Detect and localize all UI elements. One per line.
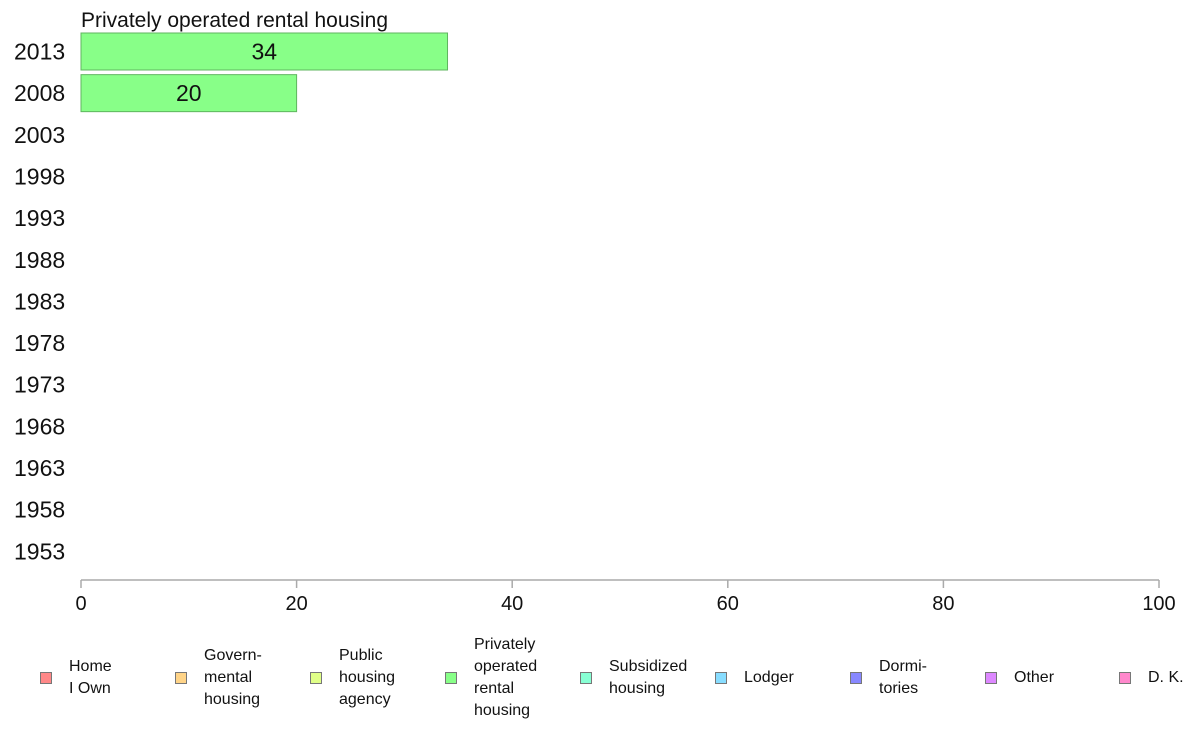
legend-label: Public housing agency: [339, 647, 396, 708]
legend-swatch: [580, 672, 592, 684]
legend-label: Lodger: [744, 669, 794, 686]
category-label: 2013: [14, 39, 65, 65]
legend-swatch: [40, 672, 52, 684]
legend-item: Public housing agency: [310, 628, 395, 728]
legend-item: Privately operated rental housing: [445, 628, 537, 728]
x-tick-label: 40: [501, 593, 523, 615]
legend-item: Home I Own: [40, 628, 112, 728]
legend-swatch: [175, 672, 187, 684]
chart-title: Privately operated rental housing: [81, 9, 388, 32]
category-label: 1968: [14, 413, 65, 439]
legend-label: Subsidized housing: [609, 658, 688, 697]
legend-label: Privately operated rental housing: [474, 636, 538, 719]
legend-swatch: [445, 672, 457, 684]
legend-swatch: [715, 672, 727, 684]
category-label: 1963: [14, 455, 65, 481]
category-label: 1953: [14, 538, 65, 564]
legend-swatch: [985, 672, 997, 684]
legend-swatch: [1119, 672, 1131, 684]
legend-swatch: [310, 672, 322, 684]
legend-label: Home I Own: [69, 658, 112, 697]
x-tick-label: 100: [1142, 593, 1175, 615]
legend-item: D. K.: [1119, 628, 1184, 728]
category-label: 1978: [14, 330, 65, 356]
bar-chart: Privately operated rental housing2013200…: [14, 9, 1176, 615]
legend-label: Govern- mental housing: [204, 647, 262, 708]
x-tick-label: 60: [717, 593, 739, 615]
data-label: 34: [251, 39, 277, 65]
category-label: 1958: [14, 497, 65, 523]
legend-label: Dormi- tories: [879, 658, 927, 697]
legend-label: D. K.: [1148, 669, 1184, 686]
x-tick-label: 80: [932, 593, 954, 615]
bar: [80, 32, 449, 71]
legend-item: Dormi- tories: [850, 628, 927, 728]
category-label: 1988: [14, 247, 65, 273]
x-tick-label: 0: [75, 593, 86, 615]
bar: [80, 74, 298, 113]
category-label: 1973: [14, 372, 65, 398]
legend-item: Lodger: [715, 628, 794, 728]
legend-item: Govern- mental housing: [175, 628, 262, 728]
data-label: 20: [176, 80, 202, 106]
legend-label: Other: [1014, 669, 1055, 686]
legend: Home I Own Govern- mental housing Public h…: [0, 628, 1188, 728]
legend-item: Subsidized housing: [580, 628, 687, 728]
category-label: 1998: [14, 163, 65, 189]
x-tick-label: 20: [285, 593, 307, 615]
category-label: 2003: [14, 122, 65, 148]
category-label: 1983: [14, 288, 65, 314]
legend-item: Other: [985, 628, 1054, 728]
legend-swatch: [850, 672, 862, 684]
category-label: 2008: [14, 80, 65, 106]
category-label: 1993: [14, 205, 65, 231]
